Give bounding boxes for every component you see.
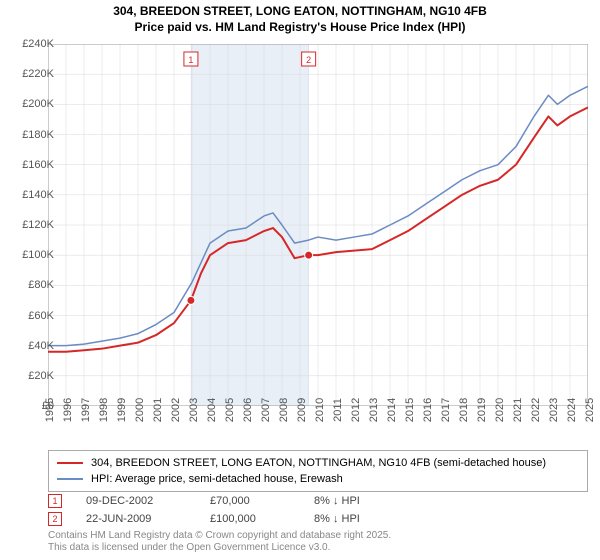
legend-row: HPI: Average price, semi-detached house,… <box>57 471 579 487</box>
x-axis-label: 1995 <box>44 398 56 422</box>
x-axis-label: 2012 <box>350 398 362 422</box>
svg-text:2: 2 <box>306 55 311 65</box>
x-axis-label: 2018 <box>458 398 470 422</box>
x-axis-label: 2006 <box>242 398 254 422</box>
svg-text:1: 1 <box>188 55 193 65</box>
x-axis-label: 2008 <box>278 398 290 422</box>
x-axis-label: 2010 <box>314 398 326 422</box>
y-axis-label: £140K <box>22 189 54 201</box>
x-axis-label: 2016 <box>422 398 434 422</box>
sale-row: 2 22-JUN-2009 £100,000 8% ↓ HPI <box>48 510 588 528</box>
x-axis-label: 2007 <box>260 398 272 422</box>
x-axis-label: 2021 <box>512 398 524 422</box>
x-axis-label: 2025 <box>584 398 596 422</box>
sale-price: £100,000 <box>210 513 290 525</box>
y-axis-label: £100K <box>22 249 54 261</box>
chart-plot-area: 12 <box>48 44 588 414</box>
y-axis-label: £60K <box>28 310 54 322</box>
y-axis-label: £40K <box>28 340 54 352</box>
legend-swatch <box>57 462 83 464</box>
x-axis-label: 2004 <box>206 398 218 422</box>
y-axis-label: £160K <box>22 159 54 171</box>
y-axis-label: £20K <box>28 370 54 382</box>
sales-table: 1 09-DEC-2002 £70,000 8% ↓ HPI 2 22-JUN-2009 £… <box>48 492 588 528</box>
sale-hpi-delta: 8% ↓ HPI <box>314 513 394 525</box>
x-axis-label: 2013 <box>368 398 380 422</box>
x-axis-label: 2022 <box>530 398 542 422</box>
x-axis-label: 2017 <box>440 398 452 422</box>
y-axis-label: £240K <box>22 38 54 50</box>
x-axis-label: 2009 <box>296 398 308 422</box>
x-axis-label: 2011 <box>332 398 344 422</box>
x-axis-label: 2014 <box>386 398 398 422</box>
x-axis-label: 2020 <box>494 398 506 422</box>
chart-container: 304, BREEDON STREET, LONG EATON, NOTTING… <box>0 0 600 560</box>
x-axis-label: 2003 <box>188 398 200 422</box>
title-line-1: 304, BREEDON STREET, LONG EATON, NOTTING… <box>113 4 487 18</box>
x-axis-label: 2001 <box>152 398 164 422</box>
x-axis-label: 2024 <box>566 398 578 422</box>
sale-date: 22-JUN-2009 <box>86 513 186 525</box>
legend-box: 304, BREEDON STREET, LONG EATON, NOTTING… <box>48 450 588 492</box>
y-axis-label: £180K <box>22 129 54 141</box>
y-axis-label: £120K <box>22 219 54 231</box>
sale-row: 1 09-DEC-2002 £70,000 8% ↓ HPI <box>48 492 588 510</box>
sale-date: 09-DEC-2002 <box>86 495 186 507</box>
x-axis-label: 2002 <box>170 398 182 422</box>
legend-label: 304, BREEDON STREET, LONG EATON, NOTTING… <box>91 457 546 469</box>
x-axis-label: 1998 <box>98 398 110 422</box>
y-axis-label: £80K <box>28 279 54 291</box>
x-axis-label: 2005 <box>224 398 236 422</box>
y-axis-label: £220K <box>22 68 54 80</box>
sale-marker-icon: 1 <box>48 494 62 508</box>
attribution-line-2: This data is licensed under the Open Gov… <box>48 542 330 553</box>
y-axis-label: £200K <box>22 98 54 110</box>
legend-label: HPI: Average price, semi-detached house,… <box>91 473 343 485</box>
attribution: Contains HM Land Registry data © Crown c… <box>48 530 391 554</box>
chart-title: 304, BREEDON STREET, LONG EATON, NOTTING… <box>0 0 600 35</box>
legend-row: 304, BREEDON STREET, LONG EATON, NOTTING… <box>57 455 579 471</box>
attribution-line-1: Contains HM Land Registry data © Crown c… <box>48 530 391 541</box>
x-axis-label: 1997 <box>80 398 92 422</box>
legend-swatch <box>57 478 83 480</box>
title-line-2: Price paid vs. HM Land Registry's House … <box>135 20 466 34</box>
sale-marker-icon: 2 <box>48 512 62 526</box>
x-axis-label: 2019 <box>476 398 488 422</box>
sale-hpi-delta: 8% ↓ HPI <box>314 495 394 507</box>
x-axis-label: 1996 <box>62 398 74 422</box>
x-axis-label: 2023 <box>548 398 560 422</box>
chart-svg: 12 <box>48 44 588 406</box>
x-axis-label: 1999 <box>116 398 128 422</box>
x-axis-label: 2015 <box>404 398 416 422</box>
x-axis-label: 2000 <box>134 398 146 422</box>
sale-price: £70,000 <box>210 495 290 507</box>
